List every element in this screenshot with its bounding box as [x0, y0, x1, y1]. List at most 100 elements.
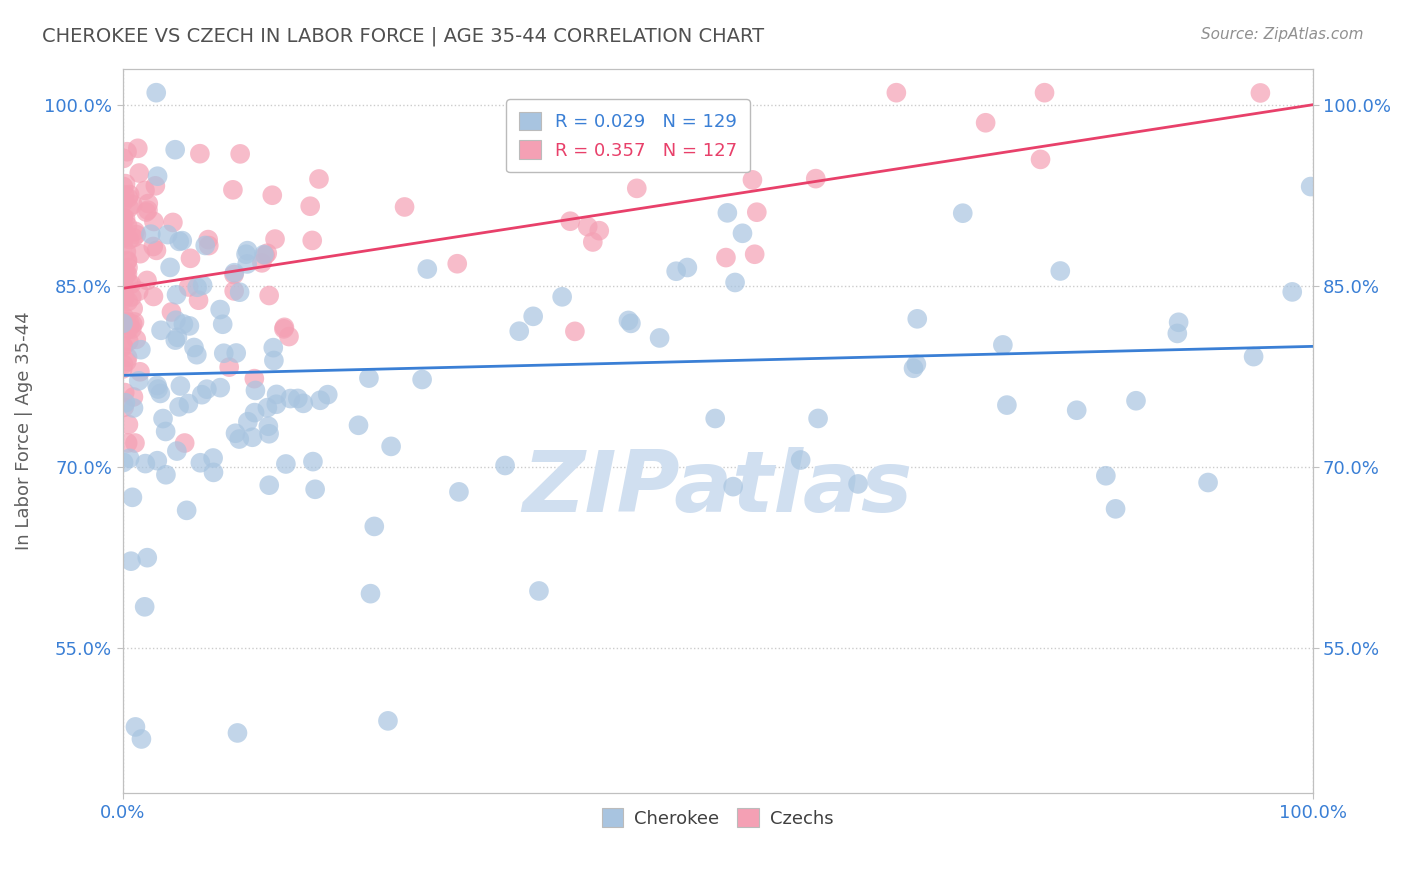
Text: ZIPatlas: ZIPatlas — [523, 448, 912, 531]
Point — [112, 195, 135, 210]
Point — [617, 313, 640, 327]
Point — [114, 395, 136, 409]
Point — [121, 317, 143, 331]
Point — [257, 288, 280, 302]
Point — [118, 334, 141, 349]
Point — [1033, 86, 1056, 100]
Point — [142, 239, 165, 253]
Point — [236, 244, 259, 258]
Point — [111, 228, 134, 243]
Point — [1049, 264, 1071, 278]
Point — [676, 260, 699, 275]
Point — [1299, 179, 1322, 194]
Point — [229, 147, 252, 161]
Point — [186, 280, 208, 294]
Point — [724, 276, 747, 290]
Point — [257, 478, 280, 492]
Point — [225, 346, 247, 360]
Point — [145, 244, 167, 258]
Point — [202, 466, 225, 480]
Point — [167, 235, 190, 249]
Point — [209, 381, 232, 395]
Point — [264, 232, 287, 246]
Point — [218, 360, 240, 375]
Point — [704, 411, 727, 425]
Point — [1167, 315, 1189, 329]
Point — [236, 415, 259, 429]
Point — [183, 341, 205, 355]
Point — [263, 353, 285, 368]
Point — [1125, 393, 1147, 408]
Point — [991, 338, 1014, 352]
Point — [166, 444, 188, 458]
Point — [1066, 403, 1088, 417]
Point — [111, 280, 134, 294]
Point — [117, 253, 139, 268]
Point — [807, 411, 830, 425]
Point — [112, 179, 135, 194]
Point — [117, 294, 139, 309]
Text: CHEROKEE VS CZECH IN LABOR FORCE | AGE 35-44 CORRELATION CHART: CHEROKEE VS CZECH IN LABOR FORCE | AGE 3… — [42, 27, 765, 46]
Point — [254, 248, 277, 262]
Point — [551, 290, 574, 304]
Point — [804, 171, 827, 186]
Point — [122, 301, 145, 316]
Point — [145, 86, 167, 100]
Point — [150, 323, 173, 337]
Point — [416, 262, 439, 277]
Point — [243, 406, 266, 420]
Point — [447, 484, 470, 499]
Point — [136, 273, 159, 287]
Point — [114, 385, 136, 400]
Point — [745, 205, 768, 219]
Point — [560, 214, 582, 228]
Point — [155, 467, 177, 482]
Point — [256, 246, 278, 260]
Point — [527, 584, 550, 599]
Point — [1029, 153, 1052, 167]
Point — [508, 324, 530, 338]
Point — [121, 197, 143, 211]
Point — [146, 378, 169, 392]
Point — [245, 384, 267, 398]
Point — [274, 457, 297, 471]
Point — [266, 387, 288, 401]
Point — [128, 374, 150, 388]
Point — [905, 357, 928, 371]
Point — [139, 227, 162, 241]
Point — [194, 238, 217, 252]
Point — [292, 396, 315, 410]
Point — [731, 227, 754, 241]
Point — [360, 587, 382, 601]
Point — [377, 714, 399, 728]
Point — [197, 233, 219, 247]
Point — [172, 234, 194, 248]
Point — [257, 426, 280, 441]
Point — [124, 315, 146, 329]
Point — [128, 166, 150, 180]
Point — [648, 331, 671, 345]
Legend: Cherokee, Czechs: Cherokee, Czechs — [595, 801, 841, 835]
Point — [304, 483, 326, 497]
Point — [363, 519, 385, 533]
Point — [117, 260, 139, 275]
Point — [146, 169, 169, 184]
Point — [714, 251, 737, 265]
Point — [188, 146, 211, 161]
Point — [167, 400, 190, 414]
Point — [253, 247, 276, 261]
Point — [316, 387, 339, 401]
Point — [228, 432, 250, 446]
Point — [136, 196, 159, 211]
Point — [394, 200, 416, 214]
Point — [211, 318, 233, 332]
Point — [1249, 86, 1271, 100]
Point — [250, 256, 273, 270]
Point — [166, 287, 188, 301]
Point — [173, 436, 195, 450]
Point — [117, 275, 139, 289]
Point — [117, 351, 139, 365]
Point — [131, 731, 153, 746]
Point — [266, 397, 288, 411]
Point — [222, 183, 245, 197]
